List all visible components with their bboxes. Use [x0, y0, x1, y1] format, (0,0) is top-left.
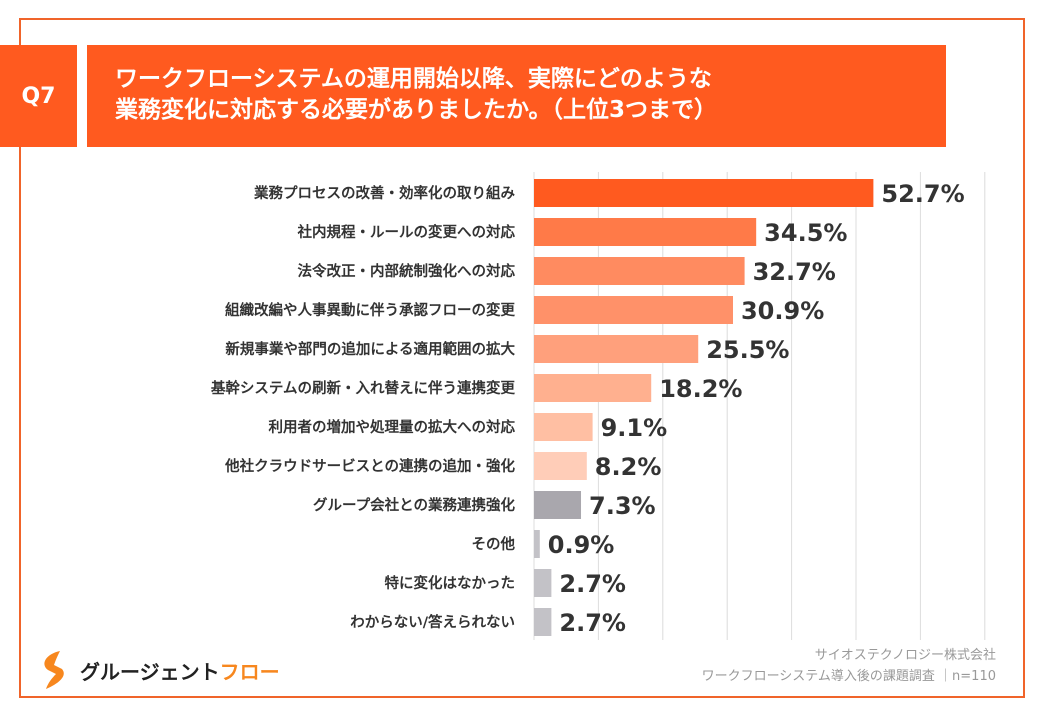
value-label: 34.5% — [764, 219, 847, 247]
category-label: 利用者の増加や処理量の拡大への対応 — [269, 418, 516, 436]
category-label: 新規事業や部門の追加による適用範囲の拡大 — [225, 340, 515, 358]
logo: グルージェントフロー — [38, 650, 280, 690]
bar — [534, 218, 757, 246]
category-label: 特に変化はなかった — [385, 574, 516, 592]
bar — [534, 491, 582, 519]
bar — [534, 452, 587, 480]
question-number: Q7 — [0, 45, 77, 147]
value-label: 25.5% — [706, 336, 789, 364]
category-label: 業務プロセスの改善・効率化の取り組み — [253, 184, 515, 202]
category-label: その他 — [472, 535, 516, 553]
value-label: 52.7% — [881, 180, 964, 208]
logo-bolt-icon — [44, 651, 64, 689]
outer-frame — [19, 18, 1025, 698]
bar — [534, 569, 552, 597]
category-label: 法令改正・内部統制強化への対応 — [298, 262, 516, 280]
value-label: 0.9% — [548, 531, 615, 559]
value-label: 2.7% — [559, 570, 626, 598]
credit-survey: ワークフローシステム導入後の課題調査 ｜n=110 — [701, 669, 996, 684]
bar — [534, 257, 745, 285]
value-label: 8.2% — [595, 453, 662, 481]
bar — [534, 413, 593, 441]
bar — [534, 608, 552, 636]
credit: サイオステクノロジー株式会社 ワークフローシステム導入後の課題調査 ｜n=110 — [702, 645, 996, 687]
bar — [534, 335, 699, 363]
bar — [534, 374, 652, 402]
category-label: わからない/答えられない — [350, 613, 515, 631]
value-label: 18.2% — [659, 375, 742, 403]
category-label: 他社クラウドサービスとの連携の追加・強化 — [224, 457, 515, 475]
bar — [534, 296, 733, 324]
title-line-2: 業務変化に対応する必要がありましたか。（上位3つまで） — [115, 97, 718, 123]
credit-company: サイオステクノロジー株式会社 — [814, 648, 996, 663]
bar — [534, 179, 874, 207]
bar — [534, 530, 540, 558]
category-label: グループ会社との業務連携強化 — [313, 496, 515, 514]
value-label: 30.9% — [741, 297, 824, 325]
value-label: 7.3% — [589, 492, 656, 520]
value-label: 9.1% — [601, 414, 668, 442]
title-line-1: ワークフローシステムの運用開始以降、実際にどのような — [115, 66, 712, 92]
category-label: 組織改編や人事異動に伴う承認フローの変更 — [225, 301, 515, 319]
question-title: ワークフローシステムの運用開始以降、実際にどのような 業務変化に対応する必要があ… — [87, 45, 946, 147]
value-label: 2.7% — [559, 609, 626, 637]
category-label: 社内規程・ルールの変更への対応 — [297, 223, 516, 241]
value-label: 32.7% — [753, 258, 836, 286]
logo-text: グルージェントフロー — [80, 659, 280, 684]
category-label: 基幹システムの刷新・入れ替えに伴う連携変更 — [210, 379, 516, 397]
